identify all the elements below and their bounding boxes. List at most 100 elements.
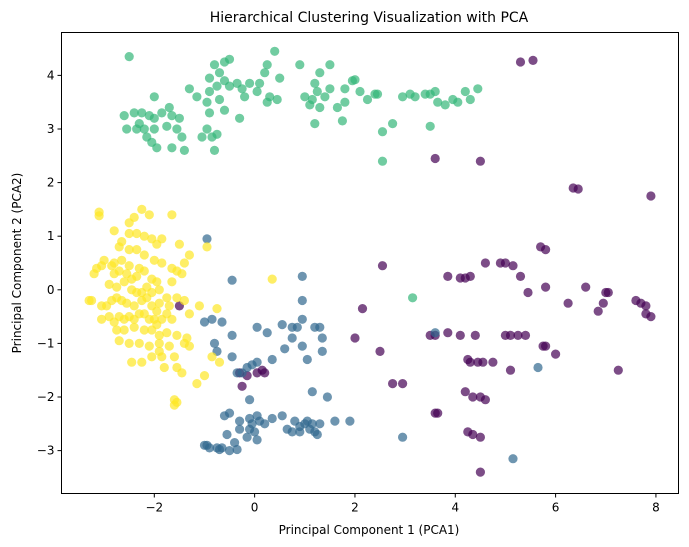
data-point-cluster-2 [262, 60, 272, 70]
data-point-cluster-0 [603, 287, 613, 298]
data-point-cluster-0 [433, 408, 443, 418]
data-point-cluster-3 [184, 341, 194, 351]
data-point-cluster-1 [295, 427, 305, 437]
data-point-cluster-1 [222, 429, 232, 440]
data-point-cluster-2 [157, 108, 167, 118]
data-point-cluster-0 [470, 330, 480, 340]
data-point-cluster-2 [260, 68, 270, 78]
data-point-cluster-0 [598, 298, 608, 308]
data-point-cluster-1 [508, 454, 518, 464]
x-tick-label: −2 [145, 501, 163, 515]
data-point-cluster-3 [139, 266, 149, 276]
data-point-cluster-3 [119, 277, 129, 287]
data-point-cluster-1 [277, 411, 287, 421]
data-point-cluster-2 [312, 86, 322, 97]
data-point-cluster-1 [242, 362, 252, 373]
data-point-cluster-3 [97, 314, 107, 324]
data-point-cluster-2 [465, 94, 475, 105]
data-point-cluster-1 [207, 314, 217, 324]
data-point-cluster-2 [425, 121, 435, 131]
data-point-cluster-2 [224, 81, 235, 91]
data-point-cluster-1 [292, 322, 302, 332]
data-point-cluster-3 [212, 304, 222, 314]
y-tick-label: −2 [37, 390, 55, 404]
data-point-cluster-3 [152, 306, 162, 316]
data-point-cluster-0 [505, 365, 516, 375]
data-point-cluster-3 [169, 352, 179, 362]
data-point-cluster-2 [207, 132, 217, 142]
data-point-cluster-3 [154, 338, 164, 348]
data-point-cluster-3 [267, 274, 277, 284]
data-point-cluster-3 [162, 328, 172, 338]
data-point-cluster-0 [573, 184, 583, 194]
data-point-cluster-3 [132, 287, 142, 298]
data-point-cluster-1 [252, 435, 262, 445]
data-point-cluster-0 [468, 392, 478, 402]
data-point-cluster-3 [124, 261, 134, 271]
data-point-cluster-1 [227, 275, 237, 285]
data-point-cluster-1 [230, 438, 240, 448]
data-point-cluster-3 [177, 368, 187, 378]
data-point-cluster-3 [112, 282, 122, 292]
data-point-cluster-0 [480, 395, 490, 405]
data-point-cluster-0 [478, 357, 488, 367]
y-axis: −3 −2 −1 0 1 2 3 4 [37, 68, 62, 458]
data-point-cluster-0 [377, 261, 388, 271]
data-point-cluster-2 [325, 84, 335, 94]
data-point-cluster-3 [89, 269, 99, 279]
data-point-cluster-2 [398, 92, 408, 102]
data-point-cluster-0 [430, 153, 440, 164]
data-point-cluster-3 [214, 357, 225, 367]
data-point-cluster-2 [179, 145, 189, 155]
data-point-cluster-2 [425, 89, 435, 99]
data-point-cluster-3 [94, 211, 104, 221]
data-point-cluster-2 [214, 94, 225, 105]
data-point-cluster-1 [297, 314, 307, 324]
data-point-cluster-3 [152, 277, 162, 287]
data-point-cluster-2 [122, 124, 132, 134]
data-point-cluster-1 [209, 338, 220, 348]
data-point-cluster-2 [377, 127, 388, 137]
chart-title: Hierarchical Clustering Visualization wi… [210, 10, 529, 26]
data-point-cluster-0 [375, 346, 385, 356]
data-point-cluster-0 [646, 312, 656, 322]
data-point-cluster-0 [515, 271, 526, 281]
data-point-cluster-0 [475, 467, 485, 477]
data-point-cluster-2 [295, 60, 305, 70]
data-point-cluster-1 [533, 362, 543, 373]
data-point-cluster-1 [287, 333, 297, 343]
data-point-cluster-2 [310, 78, 320, 88]
data-point-cluster-3 [167, 277, 177, 287]
data-point-cluster-1 [204, 443, 215, 453]
data-point-cluster-1 [398, 432, 408, 442]
data-point-cluster-2 [219, 105, 230, 115]
data-point-cluster-3 [157, 258, 167, 268]
data-point-cluster-2 [197, 132, 207, 142]
data-point-cluster-1 [245, 395, 255, 405]
data-point-cluster-2 [388, 119, 398, 129]
data-point-cluster-2 [355, 86, 365, 97]
data-point-cluster-2 [162, 121, 172, 131]
data-point-cluster-2 [235, 113, 245, 123]
data-point-cluster-3 [142, 293, 152, 303]
data-point-cluster-3 [137, 357, 147, 367]
data-point-cluster-3 [157, 234, 167, 244]
data-point-cluster-1 [267, 354, 277, 365]
data-point-cluster-2 [119, 111, 129, 121]
data-point-cluster-3 [174, 239, 184, 249]
data-point-cluster-1 [315, 419, 325, 429]
data-point-cluster-2 [332, 102, 342, 113]
data-point-cluster-3 [172, 330, 182, 340]
y-tick-label: 4 [47, 68, 55, 82]
data-point-cluster-1 [430, 328, 440, 338]
data-point-cluster-0 [500, 258, 510, 268]
data-point-cluster-3 [179, 258, 189, 268]
data-point-cluster-3 [134, 338, 144, 348]
data-point-cluster-2 [139, 124, 149, 134]
data-point-cluster-0 [505, 330, 516, 340]
data-point-cluster-2 [362, 94, 373, 105]
data-point-cluster-0 [455, 330, 465, 340]
data-point-cluster-2 [149, 92, 159, 102]
data-point-cluster-2 [192, 92, 202, 102]
